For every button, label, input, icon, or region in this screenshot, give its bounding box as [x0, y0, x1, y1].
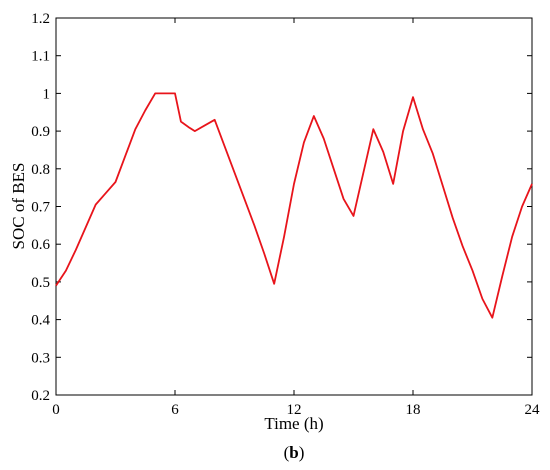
- x-tick-label: 18: [406, 402, 421, 418]
- x-tick-label: 6: [171, 402, 179, 418]
- x-tick-label: 24: [525, 402, 541, 418]
- tick-marks: [55, 17, 533, 396]
- y-tick-labels: 0.2 0.3 0.4 0.5 0.6 0.7 0.8 0.9 1 1.1 1.2: [31, 11, 50, 404]
- series-line-soc: [55, 92, 533, 319]
- plot-area: [55, 17, 533, 396]
- panel-label: (b): [284, 443, 305, 462]
- x-axis-title: Time (h): [264, 414, 323, 433]
- x-tick-labels: 0 6 12 18 24: [52, 402, 540, 418]
- x-tick-label: 12: [287, 402, 302, 418]
- y-tick-label: 0.7: [31, 200, 50, 216]
- y-tick-label: 0.6: [31, 237, 50, 253]
- y-tick-label: 0.9: [31, 124, 50, 140]
- y-tick-label: 1.2: [31, 11, 50, 27]
- x-tick-label: 0: [52, 402, 60, 418]
- y-tick-label: 1: [43, 86, 51, 102]
- y-tick-label: 0.4: [31, 313, 50, 329]
- y-tick-label: 0.8: [31, 162, 50, 178]
- y-tick-label: 0.2: [31, 388, 50, 404]
- series-group: [55, 92, 533, 319]
- y-axis-title: SOC of BES: [9, 163, 28, 250]
- y-tick-label: 0.5: [31, 275, 50, 291]
- y-tick-label: 0.3: [31, 350, 50, 366]
- y-tick-label: 1.1: [31, 49, 50, 65]
